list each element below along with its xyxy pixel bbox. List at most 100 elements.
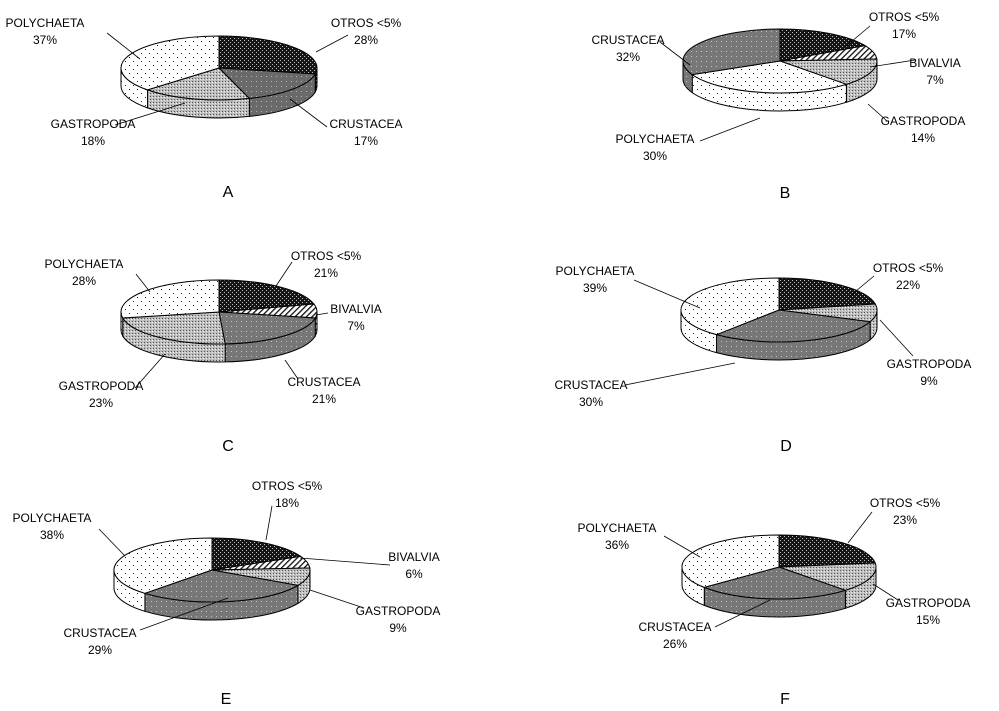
- pie-panel-a: OTROS <5% 28% CRUSTACEA 17% GASTROPODA 18% POL…: [6, 16, 403, 201]
- slice-value-bivalvia: 6%: [405, 567, 423, 581]
- slice-value-otros-5: 23%: [893, 513, 917, 527]
- leader-line-crustacea: [624, 362, 736, 386]
- slice-label-otros-5: OTROS <5%: [252, 479, 323, 493]
- leader-line-bivalvia: [299, 557, 391, 566]
- slice-label-bivalvia: BIVALVIA: [909, 56, 961, 70]
- pie-slice-otros-5: [778, 277, 877, 311]
- pie-slice-gastropoda: [778, 562, 877, 591]
- leader-line-gastropoda: [114, 102, 186, 126]
- leader-line-gastropoda: [872, 583, 899, 601]
- pie-slice-polychaeta: [113, 537, 213, 594]
- slice-label-bivalvia: BIVALVIA: [388, 550, 440, 564]
- slice-label-polychaeta: POLYCHAETA: [556, 264, 635, 278]
- pie-panel-e: OTROS <5% 18% BIVALVIA 6% GASTROPODA 9% CRUSTA…: [13, 479, 441, 708]
- pie-panel-b: OTROS <5% 17% BIVALVIA 7% GASTROPODA 14% POLYC…: [591, 10, 965, 202]
- pie-panel-f: OTROS <5% 23% GASTROPODA 15% CRUSTACEA 26% POL…: [578, 496, 971, 708]
- slice-value-bivalvia: 7%: [347, 319, 365, 333]
- panel-letter: C: [222, 438, 234, 455]
- leader-line-polychaeta: [663, 535, 701, 558]
- pie-slice-gastropoda: [779, 58, 878, 85]
- leader-line-polychaeta: [106, 32, 141, 60]
- slice-value-polychaeta: 36%: [605, 538, 629, 552]
- pie-slice-otros-5: [218, 35, 318, 75]
- slice-label-otros-5: OTROS <5%: [331, 16, 402, 30]
- slice-label-crustacea: CRUSTACEA: [638, 620, 711, 634]
- leader-line-bivalvia: [315, 312, 329, 316]
- pie-slice-crustacea: [143, 569, 300, 603]
- panel-letter: E: [221, 691, 232, 708]
- slice-label-gastropoda: GASTROPODA: [881, 114, 966, 128]
- slice-value-polychaeta: 37%: [33, 33, 57, 47]
- slice-value-otros-5: 17%: [892, 27, 916, 41]
- leader-line-otros-5: [275, 261, 293, 287]
- pie-slice-otros-5: [218, 279, 315, 313]
- leader-line-otros-5: [844, 25, 871, 48]
- slice-value-gastropoda: 14%: [911, 131, 935, 145]
- leader-line-crustacea: [289, 98, 328, 128]
- leader-line-polychaeta: [135, 273, 151, 293]
- pie-panel-d: OTROS <5% 22% GASTROPODA 9% CRUSTACEA 30% POLY…: [554, 261, 971, 455]
- leader-line-gastropoda: [309, 589, 365, 609]
- leader-line-gastropoda: [867, 103, 888, 122]
- slice-label-polychaeta: POLYCHAETA: [13, 511, 92, 525]
- slice-label-bivalvia: BIVALVIA: [330, 302, 382, 316]
- slice-value-gastropoda: 9%: [920, 374, 938, 388]
- leader-line-crustacea: [659, 41, 691, 66]
- slice-value-otros-5: 28%: [354, 33, 378, 47]
- slice-value-otros-5: 22%: [896, 278, 920, 292]
- slice-value-polychaeta: 39%: [583, 281, 607, 295]
- slice-label-gastropoda: GASTROPODA: [51, 117, 136, 131]
- slice-label-gastropoda: GASTROPODA: [886, 596, 971, 610]
- slice-value-gastropoda: 15%: [916, 613, 940, 627]
- slice-value-gastropoda: 9%: [389, 621, 407, 635]
- panel-letter: B: [780, 185, 791, 202]
- leader-line-bivalvia: [869, 59, 916, 68]
- slice-label-polychaeta: POLYCHAETA: [578, 521, 657, 535]
- leader-line-crustacea: [139, 597, 229, 631]
- slice-label-crustacea: CRUSTACEA: [287, 375, 360, 389]
- pie-slice-polychaeta: [120, 35, 220, 91]
- panel-letter: D: [780, 438, 792, 455]
- leader-line-polychaeta: [699, 117, 761, 142]
- pie-slice-crustacea: [714, 309, 872, 343]
- slice-label-gastropoda: GASTROPODA: [59, 379, 144, 393]
- pie-slice-otros-5: [778, 534, 876, 568]
- pie-slice-otros-5: [779, 28, 867, 62]
- slice-label-otros-5: OTROS <5%: [291, 249, 362, 263]
- slice-value-otros-5: 18%: [275, 496, 299, 510]
- pie-slice-otros-5: [211, 537, 302, 571]
- slice-label-crustacea: CRUSTACEA: [591, 33, 664, 47]
- slice-label-polychaeta: POLYCHAETA: [45, 257, 124, 271]
- slice-label-gastropoda: GASTROPODA: [356, 604, 441, 618]
- slice-value-polychaeta: 38%: [40, 528, 64, 542]
- panel-letter: A: [223, 184, 234, 201]
- slice-value-crustacea: 26%: [663, 637, 687, 651]
- pie-panel-c: OTROS <5% 21% BIVALVIA 7% CRUSTACEA 21% GASTRO…: [45, 249, 382, 455]
- leader-line-gastropoda: [879, 319, 914, 357]
- slice-label-otros-5: OTROS <5%: [873, 261, 944, 275]
- slice-value-crustacea: 17%: [354, 134, 378, 148]
- slice-label-polychaeta: POLYCHAETA: [6, 16, 85, 30]
- pie-slice-polychaeta: [680, 277, 780, 336]
- leader-line-crustacea: [714, 599, 771, 628]
- pie-slice-crustacea: [217, 67, 317, 99]
- slice-value-polychaeta: 30%: [643, 149, 667, 163]
- slice-label-otros-5: OTROS <5%: [869, 10, 940, 24]
- slice-label-gastropoda: GASTROPODA: [887, 357, 972, 371]
- pie-slice-polychaeta: [120, 279, 220, 319]
- slice-value-polychaeta: 28%: [72, 274, 96, 288]
- slice-value-gastropoda: 23%: [89, 396, 113, 410]
- slice-value-crustacea: 29%: [88, 643, 112, 657]
- slice-label-crustacea: CRUSTACEA: [554, 378, 627, 392]
- leader-line-otros-5: [265, 505, 273, 541]
- slice-value-bivalvia: 7%: [926, 73, 944, 87]
- leader-line-polychaeta: [98, 528, 126, 557]
- slice-value-gastropoda: 18%: [81, 134, 105, 148]
- leader-line-otros-5: [315, 34, 349, 53]
- pie-slice-crustacea: [682, 28, 781, 76]
- slice-value-crustacea: 32%: [616, 50, 640, 64]
- slice-label-otros-5: OTROS <5%: [870, 496, 941, 510]
- pie-slice-gastropoda: [145, 67, 251, 101]
- slice-value-crustacea: 30%: [579, 395, 603, 409]
